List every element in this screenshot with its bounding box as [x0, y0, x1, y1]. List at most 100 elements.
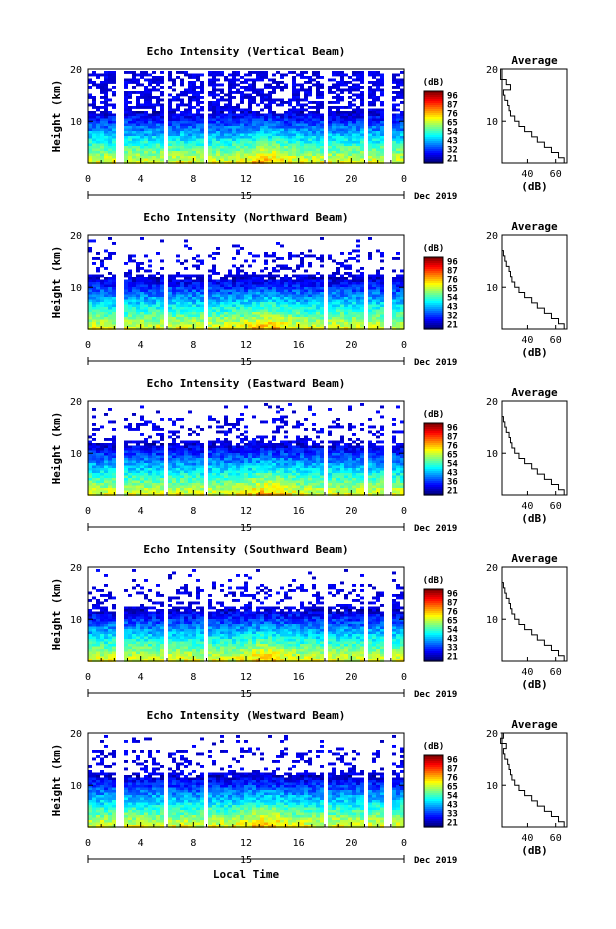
echo-cell [348, 317, 352, 320]
echo-cell [112, 118, 116, 122]
echo-cell [152, 156, 156, 159]
echo-cell [228, 485, 232, 489]
echo-cell [256, 292, 260, 295]
echo-cell [208, 473, 212, 476]
echo-cell [236, 490, 240, 494]
echo-cell [92, 428, 96, 431]
echo-cell [196, 267, 200, 270]
echo-cell [156, 289, 160, 293]
echo-cell [216, 453, 220, 456]
echo-cell [372, 81, 376, 84]
colorbar-segment [424, 141, 443, 144]
echo-cell [156, 123, 160, 127]
echo-cell [344, 153, 348, 157]
echo-cell [140, 488, 144, 491]
echo-cell [328, 317, 332, 320]
echo-cell [128, 327, 132, 330]
echo-cell [92, 71, 96, 74]
echo-cell [268, 161, 272, 164]
echo-cell [372, 141, 376, 144]
echo-cell [224, 98, 228, 102]
echo-cell [160, 322, 164, 325]
echo-cell [312, 279, 316, 283]
echo-cell [232, 284, 236, 288]
echo-cell [156, 128, 160, 132]
echo-cell [104, 324, 108, 328]
echo-cell [124, 128, 128, 132]
echo-cell [320, 322, 324, 325]
echo-cell [200, 309, 204, 313]
echo-cell [156, 78, 160, 82]
echo-cell [160, 71, 164, 74]
echo-cell [180, 460, 184, 464]
echo-cell [316, 307, 320, 310]
echo-cell [160, 314, 164, 318]
echo-cell [96, 128, 100, 132]
echo-cell [216, 282, 220, 285]
echo-cell [132, 289, 136, 293]
echo-cell [328, 151, 332, 154]
echo-cell [316, 126, 320, 129]
echo-cell [168, 458, 172, 461]
colorbar-segment [424, 321, 443, 324]
echo-cell [284, 111, 288, 114]
echo-cell [172, 108, 176, 112]
echo-cell [148, 304, 152, 308]
echo-cell [252, 141, 256, 144]
echo-cell [196, 103, 200, 107]
echo-cell [208, 493, 212, 496]
echo-cell [292, 309, 296, 313]
echo-cell [308, 156, 312, 159]
echo-cell [96, 297, 100, 300]
echo-cell [352, 314, 356, 318]
echo-cell [100, 126, 104, 129]
echo-cell [264, 76, 268, 79]
echo-cell [228, 121, 232, 124]
echo-cell [212, 488, 216, 491]
echo-cell [168, 143, 172, 147]
echo-cell [272, 121, 276, 124]
echo-cell [148, 287, 152, 290]
echo-cell [132, 299, 136, 303]
echo-cell [400, 126, 404, 129]
echo-cell [296, 116, 300, 119]
echo-cell [108, 161, 112, 164]
echo-cell [232, 307, 236, 310]
echo-cell [268, 91, 272, 94]
echo-cell [128, 113, 132, 117]
echo-cell [140, 267, 144, 270]
echo-cell [276, 299, 280, 303]
echo-cell [156, 131, 160, 134]
echo-cell [380, 111, 384, 114]
echo-cell [232, 136, 236, 139]
echo-cell [168, 282, 172, 285]
echo-cell [400, 71, 404, 74]
echo-cell [288, 322, 292, 325]
echo-cell [400, 307, 404, 310]
echo-cell [256, 146, 260, 149]
echo-cell [276, 284, 280, 288]
echo-cell [308, 287, 312, 290]
echo-cell [228, 282, 232, 285]
echo-cell [300, 302, 304, 305]
echo-cell [196, 443, 200, 446]
echo-cell [148, 297, 152, 300]
echo-cell [200, 284, 204, 288]
echo-cell [356, 128, 360, 132]
echo-cell [320, 113, 324, 117]
echo-cell [300, 319, 304, 323]
echo-cell [240, 93, 244, 97]
echo-cell [112, 463, 116, 466]
echo-cell [148, 113, 152, 117]
echo-cell [196, 475, 200, 479]
echo-cell [140, 324, 144, 328]
echo-cell [136, 121, 140, 124]
echo-cell [336, 317, 340, 320]
echo-cell [376, 118, 380, 122]
echo-cell [340, 153, 344, 157]
colorbar-segment [424, 117, 443, 120]
echo-cell [356, 269, 360, 273]
echo-cell [160, 443, 164, 446]
echo-cell [104, 121, 108, 124]
echo-cell [300, 282, 304, 285]
